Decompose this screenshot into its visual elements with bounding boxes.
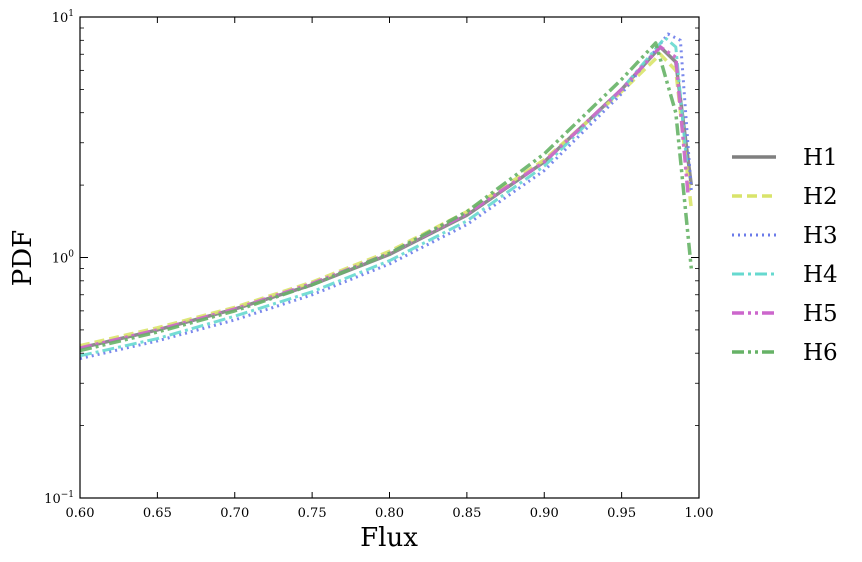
- series-line-h1: [79, 45, 694, 350]
- series-line-h6: [79, 41, 694, 353]
- legend-label-h2: H2: [803, 184, 838, 210]
- series-line-h4: [79, 36, 689, 358]
- plot-frame: [79, 16, 700, 499]
- x-tick-label: 0.65: [143, 506, 172, 521]
- x-tick-label: 0.70: [220, 506, 249, 521]
- legend-label-h4: H4: [803, 262, 838, 288]
- series-line-h5: [79, 45, 690, 350]
- legend-label-h5: H5: [803, 301, 838, 327]
- x-tick-label: 0.80: [375, 506, 404, 521]
- y-tick-label: 10−1: [44, 490, 74, 507]
- x-tick-label: 0.95: [607, 506, 636, 521]
- legend-label-h6: H6: [803, 340, 838, 366]
- series-layer: [79, 32, 694, 361]
- x-tick-label: 0.60: [66, 506, 95, 521]
- legend: H1 H2 H3 H4 H5 H6: [732, 145, 838, 366]
- y-tick-label: 101: [52, 9, 74, 26]
- y-tick-label: 100: [52, 250, 75, 267]
- legend-label-h3: H3: [803, 223, 838, 249]
- x-axis-title: Flux: [360, 523, 418, 553]
- x-tick-label: 0.90: [530, 506, 559, 521]
- series-line-h3: [79, 32, 693, 361]
- x-tick-label: 0.85: [452, 506, 481, 521]
- y-axis-title: PDF: [8, 230, 38, 286]
- ticks-layer: 0.60 0.65 0.70 0.75 0.80 0.85 0.90 0.95 1.00 10−1…: [44, 9, 713, 521]
- x-tick-label: 0.75: [298, 506, 327, 521]
- x-tick-label: 1.00: [685, 506, 714, 521]
- legend-label-h1: H1: [803, 145, 838, 171]
- series-line-h2: [79, 52, 694, 348]
